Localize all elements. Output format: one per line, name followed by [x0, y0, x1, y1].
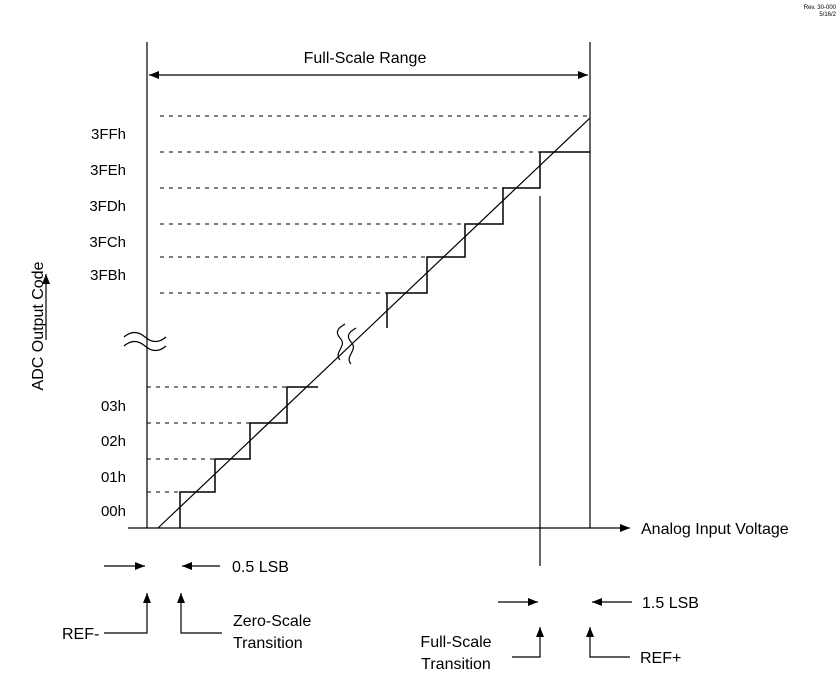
- ref-plus-label: REF+: [640, 650, 681, 667]
- code-label-3fbh: 3FBh: [90, 267, 126, 284]
- zero-scale-label-line2: Transition: [233, 635, 303, 652]
- staircase-lower: [179, 386, 318, 528]
- revision-line-2: 5/16/2: [819, 12, 836, 18]
- code-label-02h: 02h: [101, 433, 126, 450]
- code-label-3ffh: 3FFh: [91, 126, 126, 143]
- code-label-3fdh: 3FDh: [89, 198, 126, 215]
- full-scale-transition-label-line1: Full-Scale: [420, 634, 491, 651]
- full-scale-transition-leader: [512, 627, 544, 658]
- half-lsb-label: 0.5 LSB: [232, 559, 289, 576]
- x-axis-label: Analog Input Voltage: [641, 521, 789, 538]
- axis-break-icon: [123, 331, 167, 352]
- code-label-01h: 01h: [101, 469, 126, 486]
- zero-scale-label-line1: Zero-Scale: [233, 613, 311, 630]
- code-label-3feh: 3FEh: [90, 162, 126, 179]
- one-half-lsb-label: 1.5 LSB: [642, 595, 699, 612]
- ref-minus-label: REF-: [62, 626, 99, 643]
- zero-scale-leader: [177, 593, 222, 634]
- line-break-icon: [336, 323, 357, 365]
- full-scale-transition-label-line2: Transition: [421, 656, 491, 673]
- code-label-00h: 00h: [101, 503, 126, 520]
- upper-code-gridlines: [160, 115, 588, 294]
- full-scale-range-label: Full-Scale Range: [304, 50, 427, 67]
- y-axis-label: ADC Output Code: [30, 261, 47, 390]
- code-label-3fch: 3FCh: [89, 234, 126, 251]
- ref-minus-leader: [104, 593, 151, 634]
- lower-code-gridlines: [147, 386, 287, 493]
- ref-plus-leader: [586, 627, 630, 658]
- ideal-transfer-line: [157, 117, 591, 529]
- revision-line-1: Rev. 30-000: [804, 5, 837, 11]
- code-label-03h: 03h: [101, 398, 126, 415]
- staircase-upper: [386, 151, 590, 328]
